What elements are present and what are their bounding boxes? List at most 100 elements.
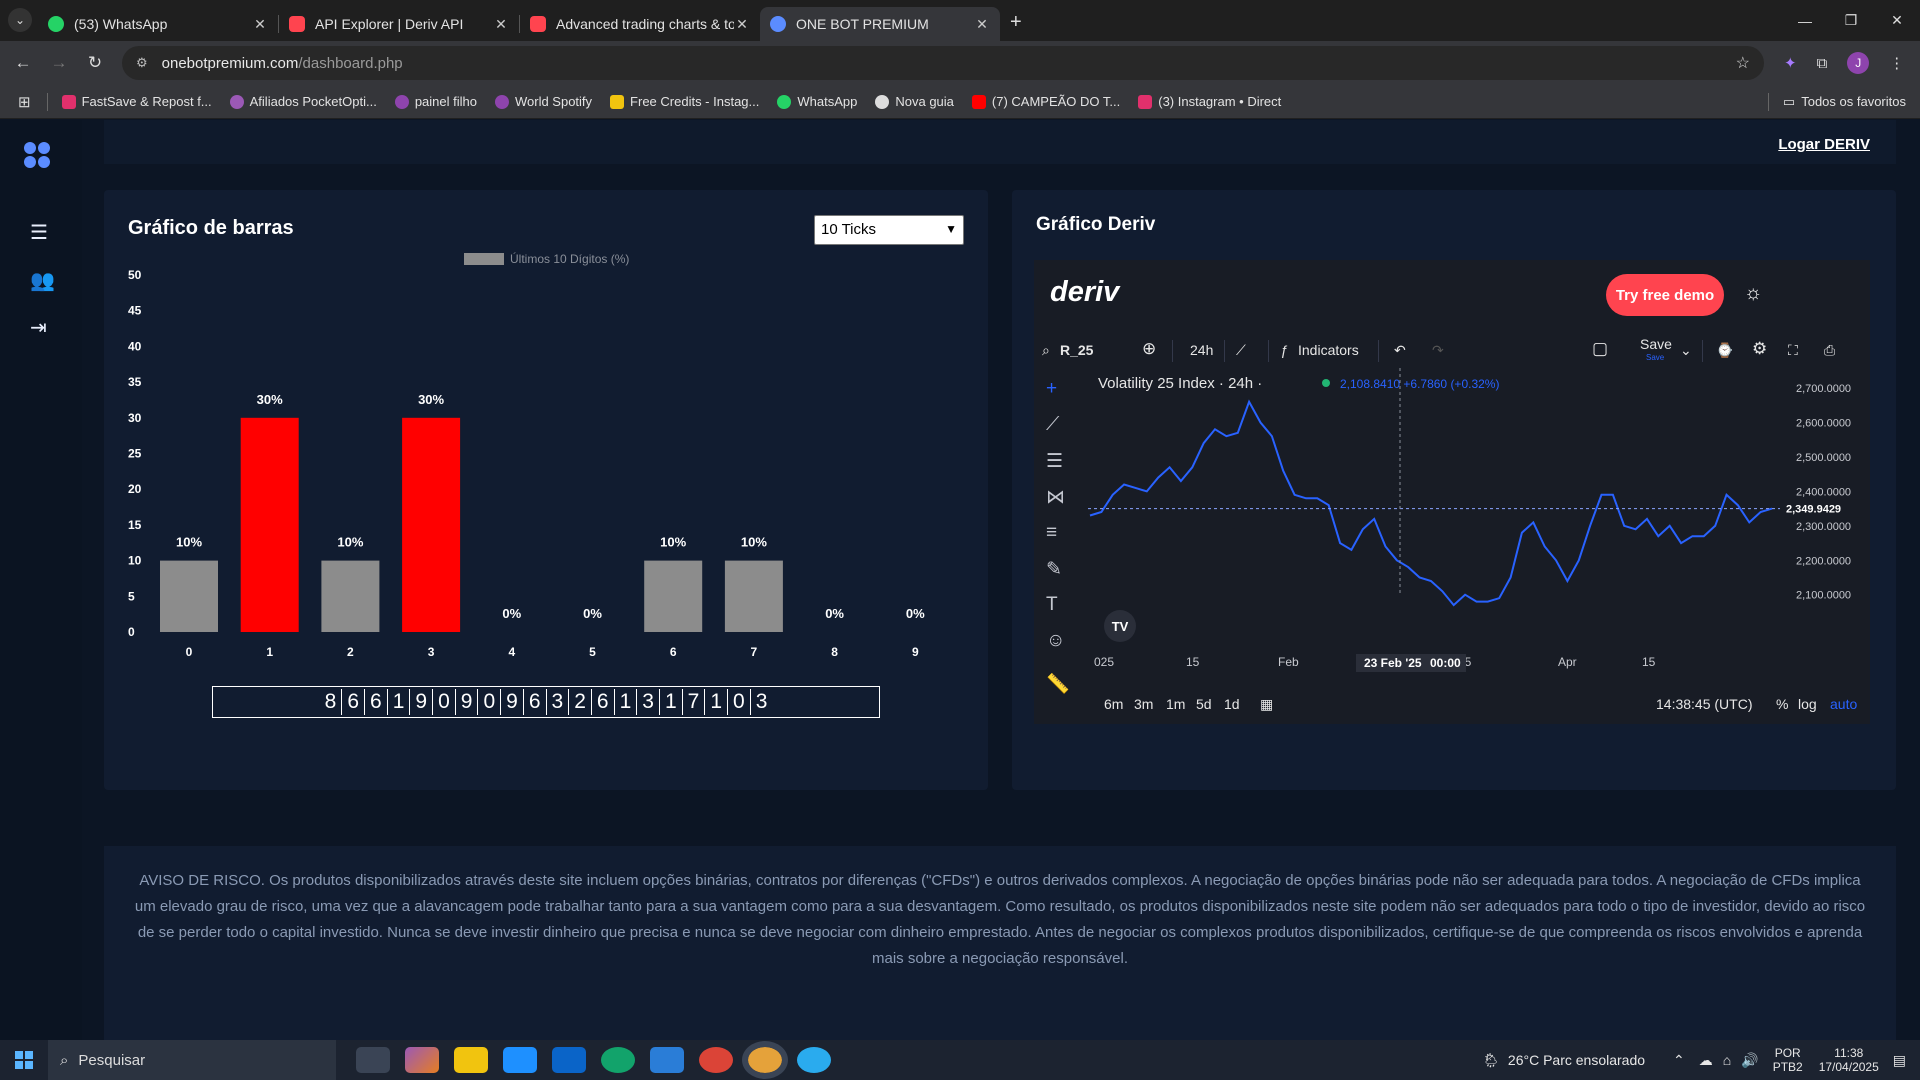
bar [160,560,218,632]
extensions-puzzle-icon[interactable]: ⧉ [1816,54,1828,72]
range-1d-button[interactable]: 1d [1224,696,1240,712]
ticks-select[interactable]: 10 Ticks ▼ [814,215,964,245]
close-icon[interactable]: ✕ [495,15,507,32]
text-tool-icon[interactable]: T [1046,594,1058,615]
new-tab-icon[interactable]: + [1010,11,1022,33]
camera-icon[interactable]: ⎙ [1824,342,1836,358]
tray-chevron-icon[interactable]: ⌃ [1673,1051,1685,1068]
forward-icon[interactable]: → [50,53,68,72]
percent-toggle[interactable]: % [1776,696,1789,712]
close-icon[interactable]: ✕ [976,15,988,32]
interval-button[interactable]: 24h [1190,342,1214,358]
tab-deriv-api[interactable]: API Explorer | Deriv API ✕ [279,7,519,41]
reload-icon[interactable]: ↻ [87,53,103,72]
tab-whatsapp[interactable]: (53) WhatsApp ✕ [38,7,278,41]
bookmark-item[interactable]: painel filho [394,94,477,109]
bookmark-star-icon[interactable]: ☆ [1735,55,1750,72]
digit-cell: 3 [637,689,660,715]
fx-icon[interactable]: ƒ [1280,342,1288,358]
search-icon[interactable]: ⌕ [1042,342,1050,358]
list-icon[interactable]: ☰ [30,222,48,244]
bookmark-item[interactable]: Nova guia [875,94,954,109]
range-6m-button[interactable]: 6m [1104,696,1124,712]
volume-icon[interactable]: 🔊 [1741,1051,1759,1068]
crosshair-icon[interactable]: + [1046,378,1058,399]
users-icon[interactable]: 👥 [30,270,55,292]
outlook-icon[interactable] [552,1047,586,1073]
chrome-icon[interactable] [699,1047,733,1073]
wifi-icon[interactable]: ⌂ [1722,1052,1732,1068]
login-deriv-link[interactable]: Logar DERIV [1778,136,1870,153]
close-window-icon[interactable]: ✕ [1891,12,1903,28]
fullscreen-icon[interactable]: ⛶ [1788,342,1798,358]
bookmark-item[interactable]: WhatsApp [777,94,857,109]
all-bookmarks[interactable]: ▭ Todos os favoritos [1767,92,1906,111]
bookmark-item[interactable]: World Spotify [494,94,592,109]
measure-icon[interactable]: ≡ [1046,522,1058,543]
close-icon[interactable]: ✕ [736,15,748,32]
weather-icon[interactable]: 🌦 [1482,1051,1500,1068]
clock[interactable]: 11:38 17/04/2025 [1819,1046,1879,1074]
alert-icon[interactable]: ⌚ [1716,342,1734,358]
apps-grid-icon[interactable]: ⊞ [18,93,31,111]
range-5d-button[interactable]: 5d [1196,696,1212,712]
brush-icon[interactable]: ✎ [1046,559,1062,580]
language-indicator[interactable]: POR PTB2 [1773,1046,1803,1074]
bookmark-item[interactable]: Afiliados PocketOpti... [229,94,377,109]
avatar[interactable]: J [1847,52,1870,74]
network-icon[interactable]: ☁ [1698,1051,1713,1068]
settings-icon[interactable]: ⚙ [1752,339,1768,358]
layout-icon[interactable]: ▢ [1592,339,1609,358]
windows-start-icon[interactable] [0,1040,48,1080]
vscode-icon[interactable] [650,1047,684,1073]
logout-icon[interactable]: ⇥ [30,317,47,339]
chrome-profile-icon[interactable] [742,1041,788,1079]
extension-icon[interactable]: ✦ [1784,55,1797,72]
app-logo-icon[interactable] [24,142,52,170]
trendline-icon[interactable]: ⟋ [1046,414,1060,435]
range-1m-button[interactable]: 1m [1166,696,1186,712]
tab-deriv-charts[interactable]: Advanced trading charts & tools ✕ [520,7,760,41]
file-explorer-icon[interactable] [454,1047,488,1073]
undo-icon[interactable]: ↶ [1394,342,1406,358]
try-demo-button[interactable]: Try free demo [1606,274,1724,316]
restore-icon[interactable]: ❐ [1844,12,1858,28]
range-3m-button[interactable]: 3m [1134,696,1154,712]
log-toggle[interactable]: log [1798,696,1817,712]
weather-text[interactable]: 26°C Parc ensolarado [1507,1052,1646,1068]
pattern-icon[interactable]: ⋈ [1046,487,1065,508]
tab-onebot[interactable]: ONE BOT PREMIUM ✕ [760,7,1000,41]
bookmark-item[interactable]: (3) Instagram • Direct [1138,94,1281,109]
symbol-input[interactable]: R_25 [1060,342,1094,358]
back-icon[interactable]: ← [14,53,32,72]
url-bar[interactable]: ⚙ onebotpremium.com/dashboard.php ☆ [122,46,1764,80]
task-view-icon[interactable] [356,1047,390,1073]
taskbar-search[interactable]: ⌕ Pesquisar [48,1040,336,1080]
bookmark-item[interactable]: Free Credits - Instag... [610,94,759,109]
calendar-icon[interactable]: ▦ [1260,696,1274,712]
edge-icon[interactable] [601,1047,635,1073]
store-icon[interactable] [503,1047,537,1073]
chart-type-icon[interactable]: ⟋ [1236,342,1246,358]
indicators-button[interactable]: Indicators [1298,342,1359,358]
close-icon[interactable]: ✕ [254,15,266,32]
notification-icon[interactable]: ▤ [1892,1051,1906,1068]
auto-toggle[interactable]: auto [1830,696,1858,712]
minimize-icon[interactable]: — [1798,12,1812,29]
add-compare-icon[interactable]: ⊕ [1142,339,1157,358]
copilot-icon[interactable] [405,1047,439,1073]
theme-sun-icon[interactable]: ☼ [1744,282,1763,304]
telegram-icon[interactable] [797,1047,831,1073]
digit-cell: 0 [433,689,456,715]
site-info-icon[interactable]: ⚙ [136,55,148,70]
tab-search-icon[interactable]: ⌄ [8,8,32,32]
bookmark-item[interactable]: (7) CAMPEÃO DO T... [971,94,1120,109]
redo-icon[interactable]: ↷ [1432,342,1444,358]
fib-icon[interactable]: ☰ [1046,451,1064,472]
save-button[interactable]: Save [1640,336,1672,352]
ruler-icon[interactable]: 📏 [1046,674,1070,695]
bookmark-item[interactable]: FastSave & Repost f... [61,94,212,109]
menu-kebab-icon[interactable]: ⋮ [1889,55,1905,72]
emoji-icon[interactable]: ☺ [1046,630,1066,651]
chevron-down-icon[interactable]: ⌄ [1680,342,1692,358]
